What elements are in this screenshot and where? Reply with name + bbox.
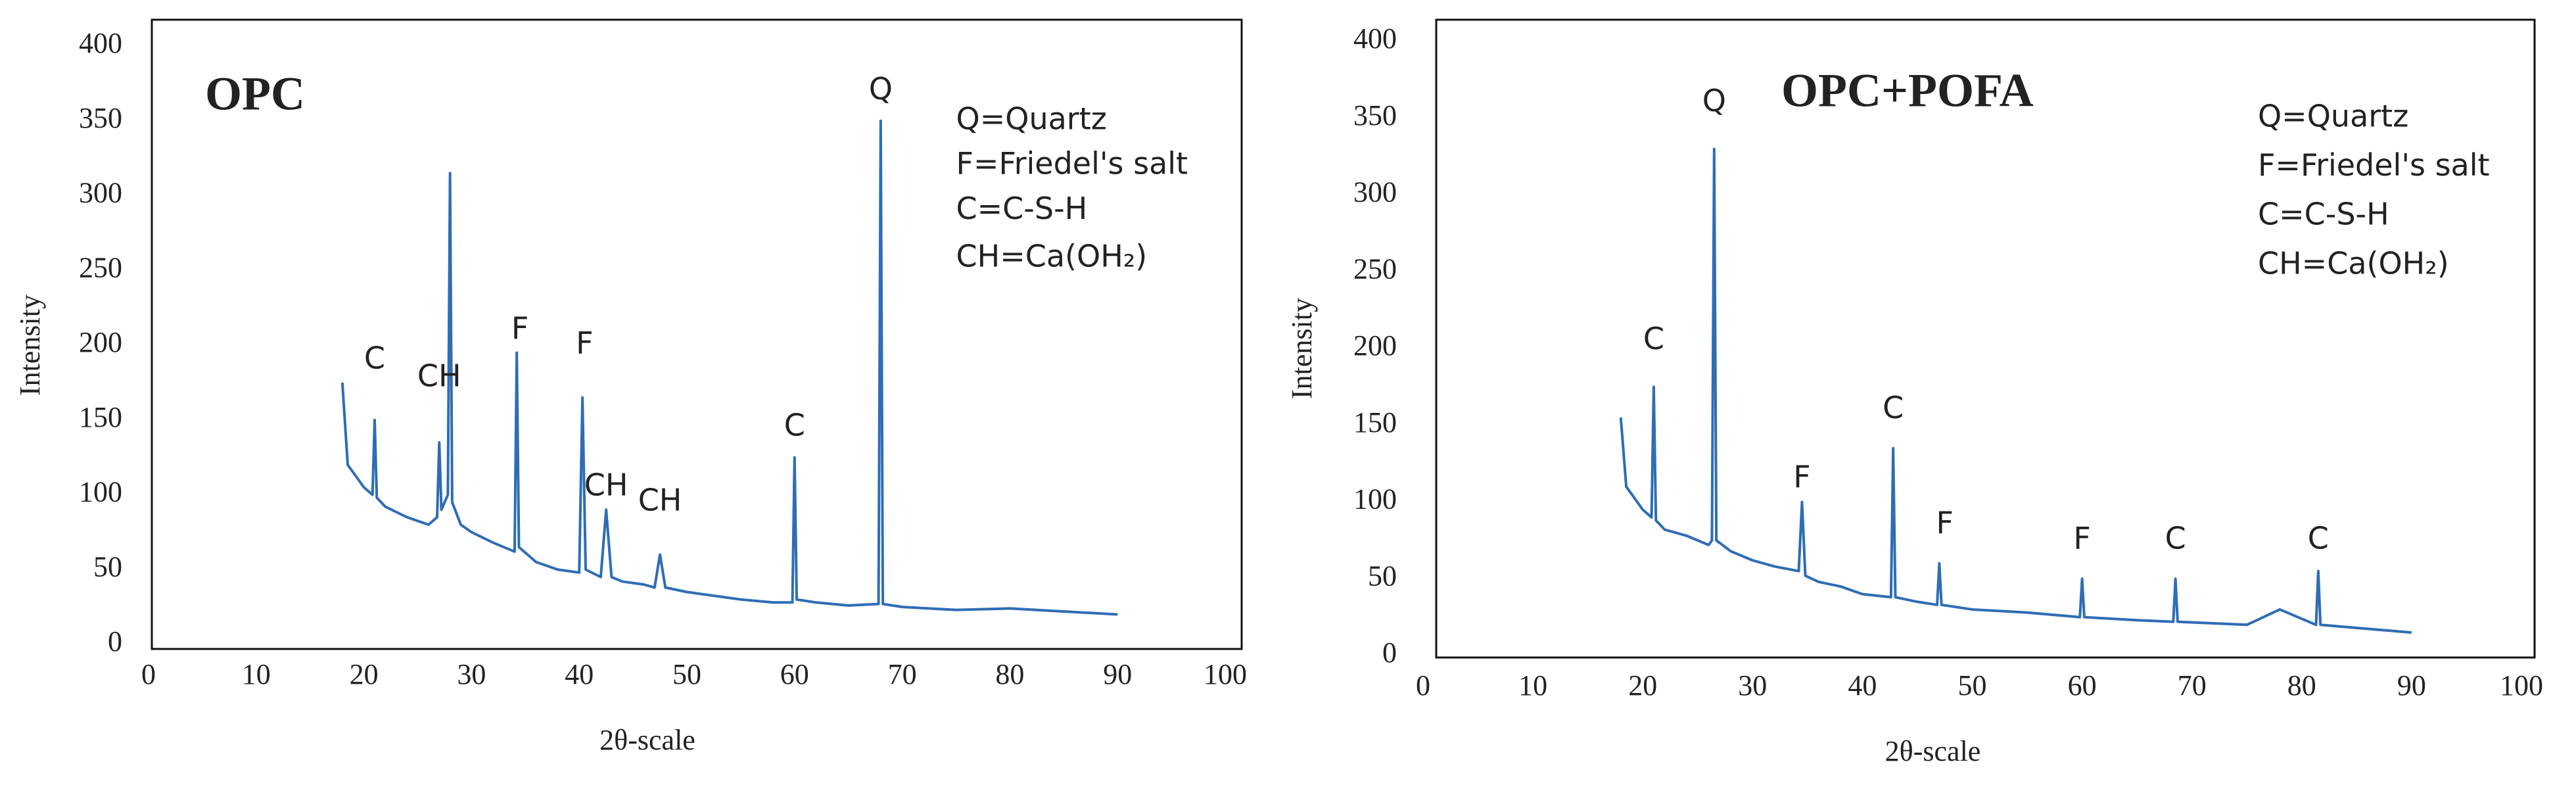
x-tick-label: 10 (1518, 669, 1547, 702)
x-tick-label: 20 (350, 658, 379, 690)
peak-label: CH (584, 467, 628, 503)
x-tick-label: 90 (1103, 658, 1132, 690)
y-tick-label: 150 (1353, 406, 1397, 439)
y-tick-label: 150 (79, 401, 122, 433)
key-text: Q=Quartz (2258, 98, 2408, 133)
y-tick-label: 300 (1353, 176, 1397, 208)
chart-title: OPC+POFA (1781, 64, 2034, 117)
peak-label: Q (1702, 83, 1726, 118)
key-text: CH=Ca(OH₂) (956, 239, 1148, 274)
x-tick-label: 60 (2068, 669, 2097, 702)
y-tick-label: 350 (1353, 99, 1397, 132)
peak-label: C (1883, 390, 1904, 425)
y-axis-label: Intensity (1286, 298, 1318, 399)
y-tick-label: 250 (79, 251, 122, 283)
y-tick-label: 300 (79, 177, 122, 209)
x-tick-label: 50 (672, 658, 701, 690)
y-axis-label: Intensity (14, 295, 46, 396)
peak-label: F (511, 310, 528, 346)
x-tick-label: 100 (1204, 658, 1247, 690)
y-tick-label: 100 (79, 476, 122, 508)
x-axis-label: 2θ-scale (1885, 735, 1981, 767)
spectrum-line (340, 119, 1118, 616)
x-tick-label: 60 (780, 658, 809, 690)
peak-label: F (576, 325, 593, 361)
y-tick-label: 250 (1353, 252, 1397, 285)
peak-label: C (364, 340, 385, 375)
key-text: CH=Ca(OH₂) (2258, 245, 2449, 281)
y-tick-label: 0 (1382, 636, 1397, 669)
peak-label: C (2165, 520, 2186, 556)
y-tick-label: 100 (1353, 483, 1397, 515)
peak-label: C (2308, 520, 2329, 556)
peak-label: F (1936, 505, 1953, 540)
y-tick-label: 200 (1353, 329, 1397, 362)
x-tick-label: 20 (1628, 669, 1657, 702)
key-text: C=C-S-H (956, 191, 1088, 226)
plot-frame (1435, 18, 2536, 659)
peak-label: C (1643, 321, 1664, 356)
key-text: F=Friedel's salt (956, 146, 1188, 181)
peak-label: F (1793, 459, 1810, 494)
x-tick-label: 40 (565, 658, 594, 690)
x-tick-label: 40 (1848, 669, 1877, 702)
y-tick-label: 400 (79, 27, 122, 59)
x-tick-label: 30 (1738, 669, 1767, 702)
x-tick-label: 0 (1416, 669, 1430, 702)
spectrum-line (1619, 147, 2412, 634)
x-axis-label: 2θ-scale (599, 724, 695, 756)
x-tick-label: 10 (242, 658, 271, 690)
plot-frame (151, 18, 1243, 650)
peak-label: CH (638, 482, 682, 517)
x-tick-label: 70 (888, 658, 917, 690)
peak-label: F (2073, 520, 2090, 556)
peak-label: Q (869, 71, 893, 107)
x-tick-label: 0 (141, 658, 156, 690)
y-tick-label: 50 (93, 550, 122, 583)
key-text: Q=Quartz (956, 101, 1107, 136)
peak-label: C (784, 408, 805, 443)
y-tick-label: 400 (1353, 22, 1397, 55)
chart-title: OPC (205, 68, 305, 120)
x-tick-label: 80 (995, 658, 1024, 690)
x-tick-label: 70 (2178, 669, 2207, 702)
key-text: F=Friedel's salt (2258, 147, 2490, 183)
x-tick-label: 80 (2287, 669, 2316, 702)
y-tick-label: 350 (79, 102, 122, 134)
peak-label: CH (417, 358, 461, 394)
x-tick-label: 90 (2397, 669, 2426, 702)
y-tick-label: 50 (1368, 560, 1397, 592)
key-text: C=C-S-H (2258, 197, 2389, 232)
x-tick-label: 30 (457, 658, 486, 690)
x-tick-label: 50 (1958, 669, 1987, 702)
x-tick-label: 100 (2500, 669, 2543, 702)
y-tick-label: 200 (79, 326, 122, 358)
y-tick-label: 0 (108, 625, 122, 658)
